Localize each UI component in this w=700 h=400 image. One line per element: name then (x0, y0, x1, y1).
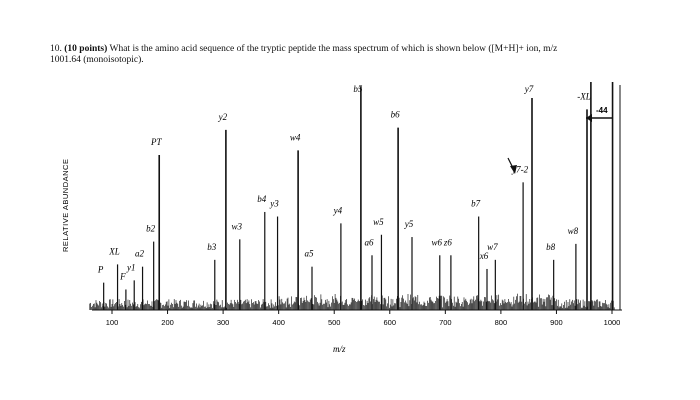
x-tick-label: 600 (384, 318, 397, 327)
x-tick-label: 1000 (604, 318, 621, 327)
peak-label: b2 (146, 224, 156, 234)
peak-label: y3 (269, 199, 279, 209)
minus-44-label: -44 (596, 106, 608, 115)
peak-label: b6 (391, 110, 401, 120)
peak-label: w8 (568, 226, 579, 236)
peak-label: y1 (126, 262, 136, 272)
question-body: What is the amino acid sequence of the t… (109, 44, 558, 54)
peak-label: x6 (479, 251, 489, 261)
peak-label: b8 (546, 242, 556, 252)
x-axis-label: m/z (333, 344, 346, 354)
peak-label: w6 (432, 237, 443, 247)
question-number: 10. (50, 44, 62, 54)
peak-label: w4 (290, 132, 301, 142)
x-tick-label: 900 (550, 318, 563, 327)
x-tick-label: 800 (495, 318, 508, 327)
peak-label: a5 (305, 249, 315, 259)
peak-label: F (119, 271, 126, 281)
baseline-noise (89, 293, 615, 310)
peak-label: P (97, 265, 104, 275)
peak-label: y7 (524, 84, 534, 94)
peak-label: y7-2 (511, 164, 528, 174)
peak-label: b4 (257, 194, 267, 204)
peak-label: y5 (404, 219, 414, 229)
peak-label: b7 (471, 199, 481, 209)
y7-2-arrow (507, 157, 517, 174)
x-tick-label: 100 (106, 318, 119, 327)
peak-label: w7 (487, 242, 498, 252)
x-axis-ticks: 100 200 300 400 500 600 700 800 900 1000 (106, 310, 621, 327)
peak-label: y2 (218, 112, 228, 122)
x-tick-label: 500 (328, 318, 341, 327)
peak-label: z6 (443, 237, 453, 247)
question-body-line2: 1001.64 (monoisotopic). (50, 55, 144, 65)
peak-label: w3 (232, 221, 243, 231)
peak-label: y4 (333, 205, 343, 215)
question-text: 10. (10 points) What is the amino acid s… (50, 44, 670, 66)
x-tick-label: 300 (217, 318, 230, 327)
peak-label: b3 (207, 242, 217, 252)
x-tick-label: 400 (272, 318, 285, 327)
peaks-group (103, 82, 614, 310)
x-tick-label: 700 (439, 318, 452, 327)
peak-label: XL (108, 246, 120, 256)
peak-label: a6 (365, 237, 375, 247)
question-points: (10 points) (64, 44, 108, 54)
peak-label: -XL (577, 91, 591, 101)
minus-44-bracket: -44 (586, 106, 612, 122)
x-tick-label: 200 (161, 318, 174, 327)
peak-label: w5 (373, 217, 384, 227)
peak-labels-group: P XL Fy1 a2 b2 PT b3 y2 w3 b4 y3 w4 a5 y4 b5 a6 w5 b6 y5 w6… (97, 84, 591, 281)
peak-label: a2 (135, 249, 145, 259)
peak-label: PT (150, 137, 162, 147)
y-axis-label: RELATIVE ABUNDANCE (61, 159, 70, 252)
peak-label: b5 (353, 84, 363, 94)
